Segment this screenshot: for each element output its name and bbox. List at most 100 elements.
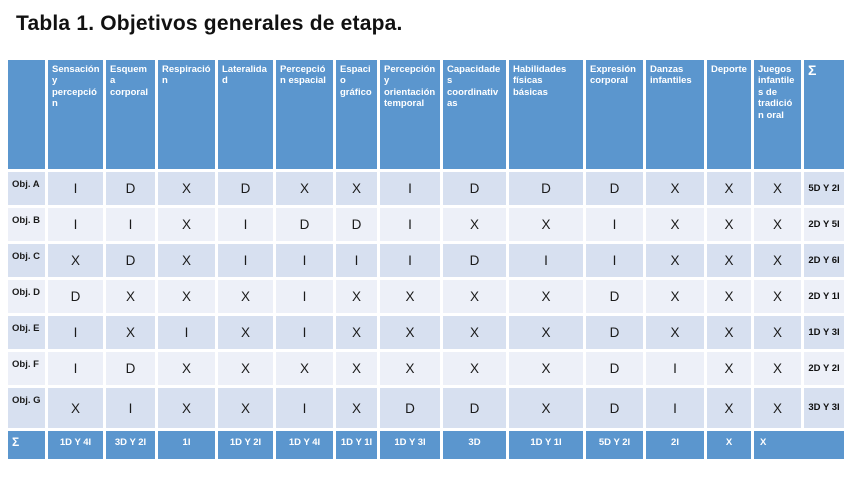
row-label: Obj. E <box>5 313 48 352</box>
matrix-cell: X <box>506 205 586 244</box>
column-sum-cell: 1D Y 3I <box>377 428 443 462</box>
row-label: Obj. G <box>5 385 48 431</box>
matrix-cell: I <box>273 277 336 316</box>
matrix-cell: X <box>643 205 707 244</box>
matrix-cell: I <box>273 385 336 431</box>
matrix-cell: X <box>45 241 106 280</box>
matrix-cell: X <box>155 277 218 316</box>
matrix-cell: X <box>440 277 509 316</box>
row-sum-cell: 2D Y 6I <box>801 241 847 280</box>
column-sum-cell: 1D Y 1I <box>333 428 380 462</box>
matrix-cell: D <box>377 385 443 431</box>
matrix-cell: I <box>583 205 646 244</box>
matrix-cell: X <box>333 385 380 431</box>
table-row: Obj. B I I X I D D I X X I X X X 2D Y 5I <box>5 205 847 244</box>
matrix-cell: X <box>333 349 380 388</box>
row-label: Obj. C <box>5 241 48 280</box>
matrix-cell: X <box>643 277 707 316</box>
column-sum-cell: 1D Y 2I <box>215 428 276 462</box>
matrix-cell: I <box>103 385 158 431</box>
matrix-cell: D <box>583 385 646 431</box>
matrix-cell: X <box>704 313 754 352</box>
column-header: Esquema corporal <box>103 57 158 172</box>
table-row: Obj. A I D X D X X I D D D X X X 5D Y 2I <box>5 169 847 208</box>
table-row: Obj. G X I X X I X D D X D I X X 3D Y 3I <box>5 385 847 431</box>
objectives-matrix-table: Sensación y percepción Esquema corporal Re… <box>5 57 847 462</box>
matrix-cell: D <box>583 277 646 316</box>
row-sum-cell: 2D Y 5I <box>801 205 847 244</box>
matrix-cell: X <box>704 241 754 280</box>
matrix-cell: X <box>506 349 586 388</box>
column-sum-cell: 1D Y 1I <box>506 428 586 462</box>
matrix-cell: D <box>440 169 509 208</box>
column-sum-cell: 3D <box>440 428 509 462</box>
column-sum-cell: X <box>704 428 754 462</box>
table-row: Obj. F I D X X X X X X X D I X X 2D Y 2I <box>5 349 847 388</box>
matrix-cell: I <box>643 349 707 388</box>
row-label: Obj. F <box>5 349 48 388</box>
matrix-cell: I <box>377 169 443 208</box>
matrix-cell: I <box>155 313 218 352</box>
matrix-cell: X <box>440 205 509 244</box>
row-sum-cell: 3D Y 3I <box>801 385 847 431</box>
matrix-cell: X <box>704 169 754 208</box>
matrix-cell: I <box>643 385 707 431</box>
matrix-cell: X <box>103 277 158 316</box>
row-sum-cell: 5D Y 2I <box>801 169 847 208</box>
column-header: Deporte <box>704 57 754 172</box>
footer-sum-row: Σ 1D Y 4I 3D Y 2I 1I 1D Y 2I 1D Y 4I 1D Y 1I 1D… <box>5 428 847 462</box>
column-header: Capacidades coordinativas <box>440 57 509 172</box>
column-sum-cell: 5D Y 2I <box>583 428 646 462</box>
matrix-cell: X <box>506 277 586 316</box>
table-row: Obj. C X D X I I I I D I I X X X 2D Y 6I <box>5 241 847 280</box>
matrix-cell: I <box>377 241 443 280</box>
column-sum-cell: 1D Y 4I <box>45 428 106 462</box>
matrix-cell: X <box>215 313 276 352</box>
matrix-cell: I <box>45 349 106 388</box>
matrix-cell: D <box>215 169 276 208</box>
matrix-cell: D <box>273 205 336 244</box>
matrix-cell: X <box>273 169 336 208</box>
matrix-cell: X <box>704 205 754 244</box>
matrix-cell: D <box>333 205 380 244</box>
matrix-cell: I <box>215 241 276 280</box>
matrix-cell: X <box>704 277 754 316</box>
matrix-cell: I <box>103 205 158 244</box>
column-header: Sensación y percepción <box>45 57 106 172</box>
matrix-cell: X <box>155 205 218 244</box>
matrix-cell: X <box>751 385 804 431</box>
column-header: Respiración <box>155 57 218 172</box>
row-sum-cell: 2D Y 2I <box>801 349 847 388</box>
column-header: Percepción espacial <box>273 57 336 172</box>
matrix-cell: X <box>333 313 380 352</box>
matrix-cell: X <box>751 241 804 280</box>
matrix-cell: D <box>583 349 646 388</box>
column-header: Danzas infantiles <box>643 57 707 172</box>
matrix-cell: X <box>751 313 804 352</box>
matrix-cell: X <box>506 385 586 431</box>
table-row: Obj. D D X X X I X X X X D X X X 2D Y 1I <box>5 277 847 316</box>
matrix-cell: X <box>751 169 804 208</box>
header-row: Sensación y percepción Esquema corporal Re… <box>5 57 847 172</box>
matrix-cell: X <box>643 241 707 280</box>
footer-sigma-label: Σ <box>5 428 48 462</box>
row-label: Obj. B <box>5 205 48 244</box>
row-sum-cell: 2D Y 1I <box>801 277 847 316</box>
matrix-cell: X <box>155 169 218 208</box>
matrix-cell: X <box>155 241 218 280</box>
column-header: Habilidades físicas básicas <box>506 57 586 172</box>
matrix-cell: I <box>273 313 336 352</box>
matrix-cell: I <box>583 241 646 280</box>
matrix-cell: X <box>751 205 804 244</box>
page-title: Tabla 1. Objetivos generales de etapa. <box>16 12 403 35</box>
column-sum-cell: 2I <box>643 428 707 462</box>
column-header: Percepción y orientación temporal <box>377 57 443 172</box>
matrix-cell: X <box>215 349 276 388</box>
matrix-cell: X <box>643 313 707 352</box>
matrix-cell: X <box>273 349 336 388</box>
matrix-cell: I <box>45 169 106 208</box>
matrix-cell: X <box>643 169 707 208</box>
matrix-cell: X <box>333 277 380 316</box>
matrix-cell: I <box>377 205 443 244</box>
matrix-cell: X <box>215 385 276 431</box>
